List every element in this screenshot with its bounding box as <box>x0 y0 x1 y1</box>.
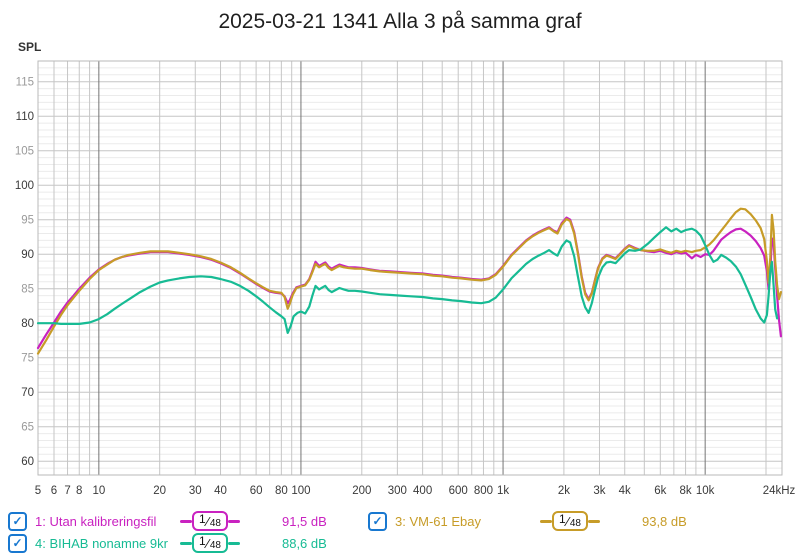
checkbox-series-3[interactable]: ✓ <box>368 511 387 531</box>
line-sample-right <box>587 519 600 523</box>
x-tick-label: 100 <box>291 485 310 497</box>
x-tick-label: 600 <box>449 485 468 497</box>
x-tick-label: 24kHz <box>763 485 796 497</box>
smoothing-indicator-series-1: 1 ⁄ 48 <box>180 511 240 531</box>
y-tick-label: 100 <box>15 180 34 192</box>
x-tick-label: 10 <box>92 485 105 497</box>
x-tick-label: 10k <box>696 485 715 497</box>
level-value-series-4: 88,6 dB <box>281 535 327 551</box>
series-curve-3 <box>36 207 782 355</box>
x-tick-label: 8k <box>679 485 691 497</box>
plot-border <box>37 60 783 476</box>
legend-item-3: ✓ 3: VM-61 Ebay 1 ⁄ 48 93,8 dB <box>368 511 712 531</box>
y-tick-label: 105 <box>15 146 34 158</box>
y-axis-title: SPL <box>18 40 41 54</box>
legend-label-series-3: 3: VM-61 Ebay <box>395 513 481 529</box>
smoothing-box: 1 ⁄ 48 <box>552 511 588 531</box>
x-tick-label: 7 <box>64 485 70 497</box>
x-tick-label: 8 <box>76 485 82 497</box>
x-tick-label: 1k <box>497 485 509 497</box>
y-tick-label: 115 <box>16 77 34 89</box>
line-sample-left <box>180 541 192 545</box>
y-tick-label: 90 <box>21 249 34 261</box>
smoothing-box: 1 ⁄ 48 <box>192 533 228 553</box>
spl-chart: 115 110 105 100 95 90 85 80 75 70 65 60 SPL 5 6 7 8 10 20 3… <box>15 40 796 497</box>
y-tick-label: 85 <box>21 284 34 296</box>
line-sample-right <box>227 541 240 545</box>
y-tick-label: 75 <box>21 353 34 365</box>
y-tick-label: 60 <box>21 456 34 468</box>
y-tick-label: 65 <box>21 422 34 434</box>
y-tick-label: 110 <box>16 111 34 123</box>
y-tick-label: 80 <box>21 318 34 330</box>
y-tick-label: 70 <box>21 387 34 399</box>
x-tick-label: 20 <box>153 485 166 497</box>
x-tick-label: 6k <box>654 485 666 497</box>
checkbox-series-1[interactable]: ✓ <box>8 511 27 531</box>
x-tick-label: 300 <box>388 485 407 497</box>
x-tick-label: 5 <box>35 485 41 497</box>
x-tick-label: 4k <box>619 485 631 497</box>
line-sample-left <box>180 519 192 523</box>
x-tick-label: 40 <box>214 485 227 497</box>
line-sample-right <box>227 519 240 523</box>
spl-chart-svg: 115 110 105 100 95 90 85 80 75 70 65 60 SPL 5 6 7 8 10 20 3… <box>15 40 796 497</box>
x-tick-label: 60 <box>250 485 263 497</box>
checkbox-series-4[interactable]: ✓ <box>8 533 27 553</box>
x-tick-label: 6 <box>51 485 57 497</box>
x-tick-label: 800 <box>474 485 493 497</box>
x-tick-label: 2k <box>558 485 570 497</box>
smoothing-indicator-series-4: 1 ⁄ 48 <box>180 533 240 553</box>
line-sample-left <box>540 519 552 523</box>
chart-title: 2025-03-21 1341 Alla 3 på samma graf <box>218 10 582 33</box>
series-curve-4 <box>36 226 779 334</box>
x-tick-label: 200 <box>352 485 371 497</box>
y-tick-label: 95 <box>21 215 34 227</box>
level-value-series-3: 93,8 dB <box>641 513 687 529</box>
series-curve-1 <box>36 216 782 350</box>
x-tick-label: 80 <box>275 485 288 497</box>
legend-item-1: ✓ 1: Utan kalibreringsfil 1 ⁄ 48 91,5 dB <box>8 511 352 531</box>
smoothing-indicator-series-3: 1 ⁄ 48 <box>540 511 600 531</box>
legend: ✓ 1: Utan kalibreringsfil 1 ⁄ 48 91,5 dB ✓… <box>0 503 800 553</box>
legend-item-4: ✓ 4: BIHAB nonamne 9kr 1 ⁄ 48 88,6 dB <box>8 533 352 553</box>
smoothing-box: 1 ⁄ 48 <box>192 511 228 531</box>
x-tick-label: 400 <box>413 485 432 497</box>
legend-label-series-1: 1: Utan kalibreringsfil <box>35 513 157 529</box>
legend-label-series-4: 4: BIHAB nonamne 9kr <box>35 535 168 551</box>
x-tick-label: 3k <box>593 485 605 497</box>
x-tick-label: 30 <box>189 485 202 497</box>
level-value-series-1: 91,5 dB <box>281 513 327 529</box>
